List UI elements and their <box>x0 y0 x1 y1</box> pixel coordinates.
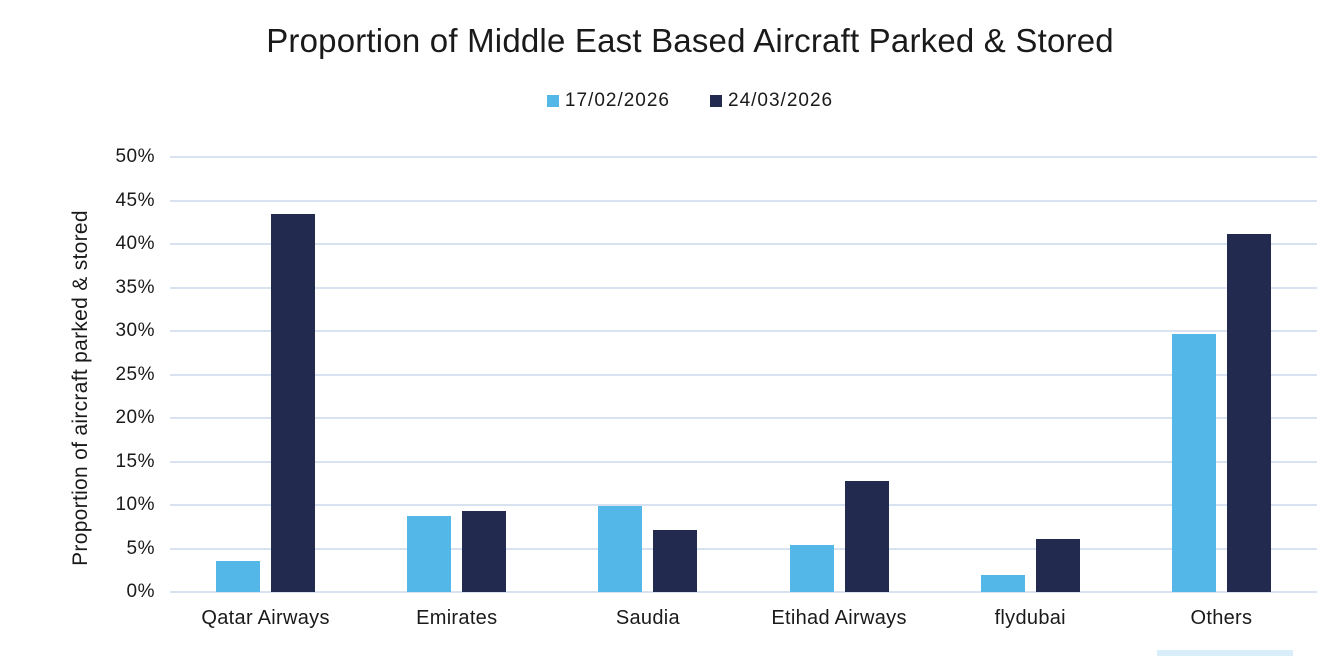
bar-s1-saudia <box>598 506 643 592</box>
cutoff-element <box>1157 650 1293 656</box>
x-axis-category-label: Qatar Airways <box>201 607 330 629</box>
bar-s1-qatar-airways <box>216 561 261 592</box>
bar-s2-emirates <box>462 511 507 592</box>
x-axis-category-label: flydubai <box>994 607 1066 629</box>
y-tick-label: 50% <box>115 146 155 167</box>
gridline <box>170 330 1317 332</box>
gridline <box>170 460 1317 463</box>
gridline <box>170 156 1317 159</box>
bar-s1-others <box>1171 334 1216 592</box>
y-tick-label: 5% <box>126 537 155 559</box>
gridline <box>170 243 1317 245</box>
bar-s2-others <box>1226 234 1271 592</box>
gridline <box>170 417 1317 419</box>
legend-item-series2: 24/03/2026 <box>710 90 833 112</box>
gridline <box>170 591 1317 593</box>
gridline <box>170 547 1317 550</box>
x-axis-category-label: Others <box>1190 607 1253 629</box>
x-axis-category-label: Saudia <box>615 607 680 629</box>
bar-s2-flydubai <box>1035 539 1080 592</box>
y-tick-label: 40% <box>115 233 155 254</box>
y-tick-label: 25% <box>115 363 155 385</box>
y-tick-label: 30% <box>115 320 155 341</box>
legend-swatch-series1 <box>546 95 559 107</box>
legend-label-series1: 17/02/2026 <box>564 90 670 111</box>
plot-area <box>170 156 1317 593</box>
chart-title: Proportion of Middle East Based Aircraft… <box>266 22 1114 59</box>
gridline <box>170 504 1317 506</box>
y-tick-label: 45% <box>115 189 155 211</box>
x-axis-category-label: Emirates <box>416 607 498 629</box>
y-tick-label: 15% <box>115 450 155 472</box>
bar-s2-qatar-airways <box>271 214 316 592</box>
x-axis-category-label: Etihad Airways <box>771 607 907 629</box>
y-tick-label: 0% <box>126 581 155 602</box>
legend-label-series2: 24/03/2026 <box>728 90 834 111</box>
y-axis-tick-labels: 0% 5% 10% 15% 20% 25% 30% 35% 40% 45% 50% <box>0 146 155 602</box>
y-tick-label: 10% <box>115 494 155 515</box>
gridline <box>170 199 1317 202</box>
x-axis-category-labels: Qatar Airways Emirates Saudia Etihad Airway… <box>170 607 1317 637</box>
gridline <box>170 286 1317 289</box>
legend-item-series1: 17/02/2026 <box>546 90 670 112</box>
y-tick-label: 20% <box>115 407 155 428</box>
bar-s1-etihad-airways <box>789 545 834 592</box>
bar-s2-etihad-airways <box>844 481 889 592</box>
bar-s2-saudia <box>653 530 698 592</box>
y-tick-label: 35% <box>115 276 155 298</box>
gridline <box>170 373 1317 376</box>
legend: 17/02/2026 24/03/2026 <box>44 90 1336 112</box>
bar-s1-emirates <box>407 516 452 592</box>
bar-s1-flydubai <box>980 575 1025 592</box>
legend-swatch-series2 <box>710 95 722 107</box>
